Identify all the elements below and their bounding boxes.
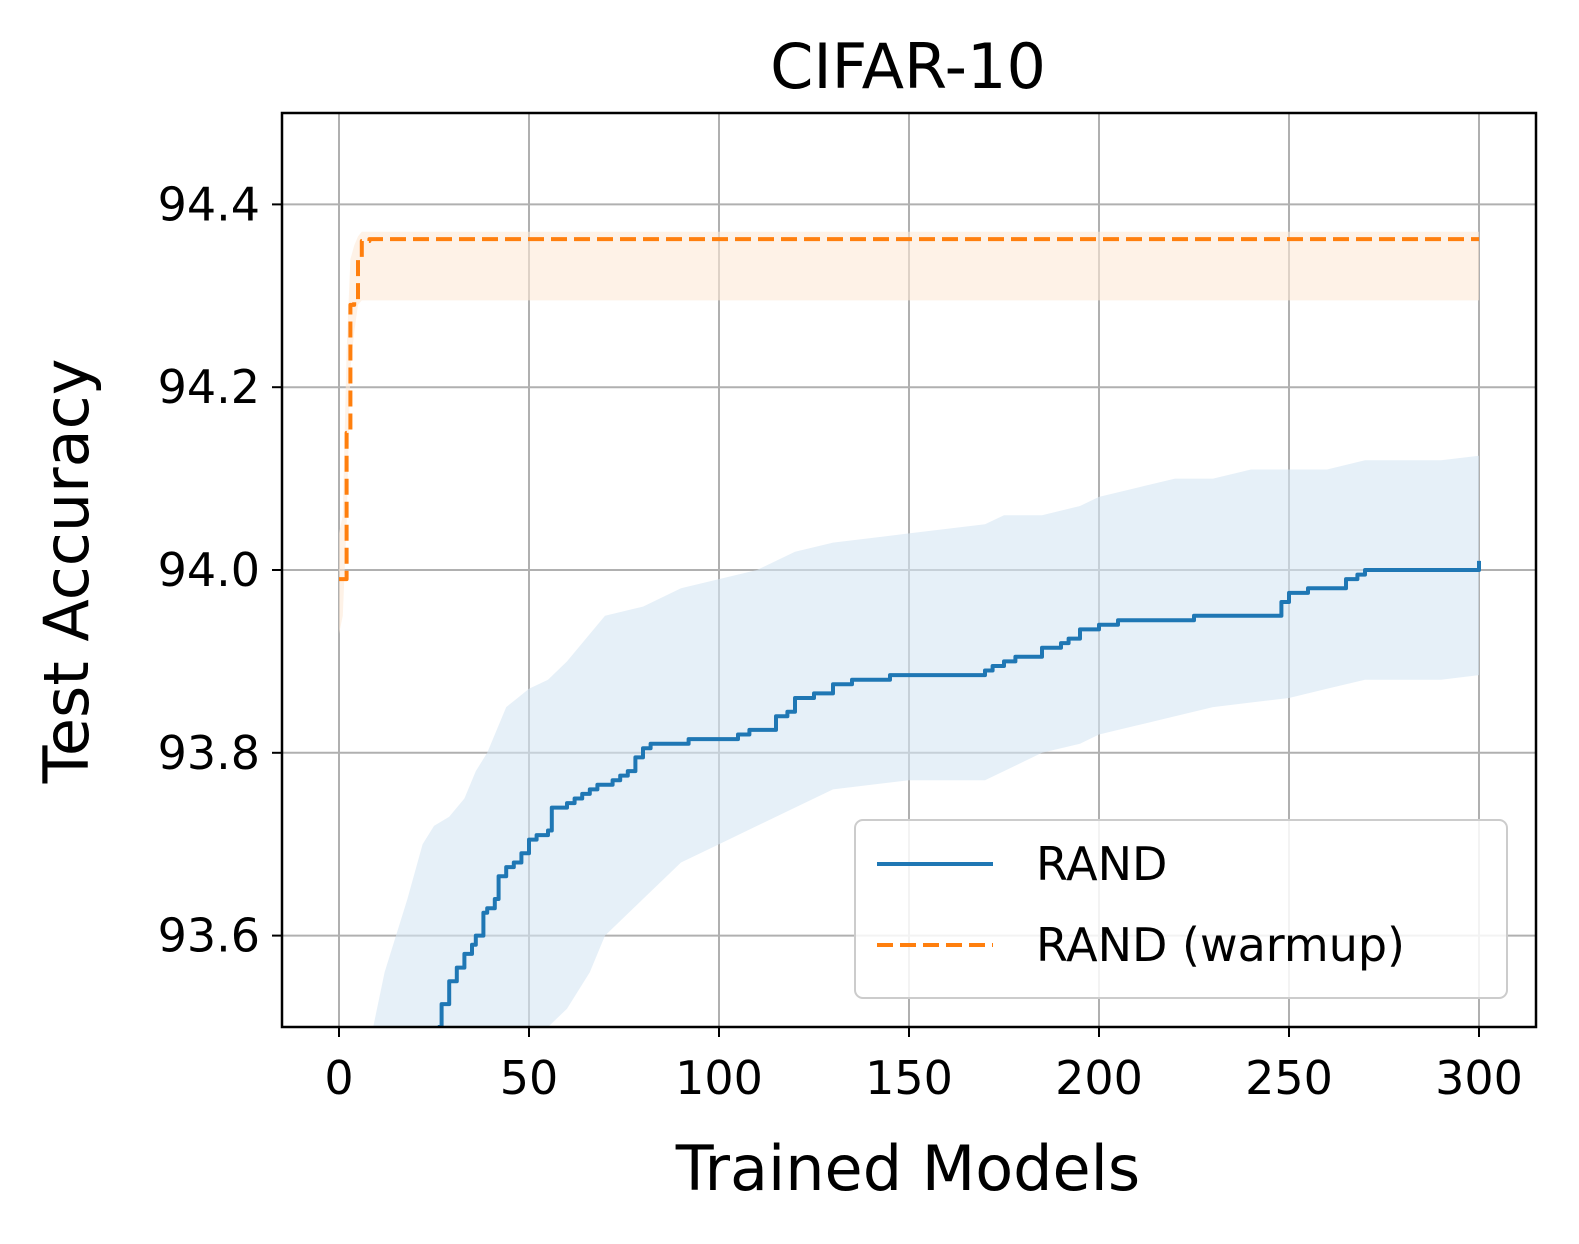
y-tick-label: 94.0 (158, 543, 260, 597)
confidence-bands (339, 231, 1480, 1027)
y-axis-label: Test Accuracy (30, 359, 103, 785)
y-tick-label: 94.4 (158, 177, 260, 231)
y-tick-label: 93.8 (158, 726, 260, 780)
legend-label-rand-warmup: RAND (warmup) (1036, 918, 1405, 972)
x-tick-label: 200 (1055, 1051, 1143, 1105)
x-tick-label: 50 (500, 1051, 559, 1105)
confidence-band-rand-warmup (339, 231, 1479, 635)
x-tick-label: 150 (865, 1051, 953, 1105)
y-tick-label: 94.2 (158, 360, 260, 414)
x-tick-label: 250 (1245, 1051, 1333, 1105)
x-tick-label: 100 (675, 1051, 763, 1105)
series-line-rand (437, 560, 1481, 1027)
confidence-band-rand (373, 455, 1480, 1027)
x-tick-label: 300 (1435, 1051, 1523, 1105)
axis-ticks: 0 50 100 150 200 250 300 93.6 93.8 94.0 94.2 94.4 (158, 177, 1523, 1105)
series-lines (339, 237, 1481, 1027)
series-line-rand-warmup (339, 237, 1479, 582)
chart-title: CIFAR-10 (770, 30, 1046, 103)
x-tick-label: 0 (324, 1051, 353, 1105)
x-axis-label: Trained Models (675, 1132, 1140, 1205)
legend: RAND RAND (warmup) (854, 819, 1508, 999)
y-tick-label: 93.6 (158, 909, 260, 963)
legend-box (854, 819, 1508, 999)
legend-label-rand: RAND (1036, 837, 1167, 891)
